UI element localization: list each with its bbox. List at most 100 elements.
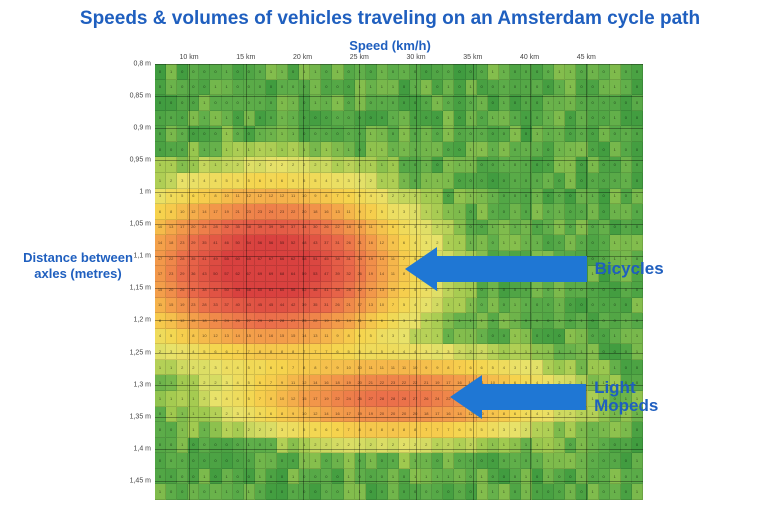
heatmap-cell: 1 [510, 329, 521, 345]
heatmap-cell: 0 [432, 484, 443, 500]
heatmap-cell: 0 [210, 469, 221, 485]
heatmap-cell: 1 [488, 298, 499, 314]
heatmap-cell: 6 [255, 173, 266, 189]
heatmap-cell: 0 [399, 80, 410, 96]
gridline-v [359, 64, 360, 500]
heatmap-cell: 8 [299, 360, 310, 376]
heatmap-cell: 0 [599, 484, 610, 500]
heatmap-cell: 0 [366, 95, 377, 111]
heatmap-cell: 2 [366, 173, 377, 189]
heatmap-cell: 1 [366, 453, 377, 469]
heatmap-cell: 1 [466, 111, 477, 127]
heatmap-cell: 0 [299, 484, 310, 500]
heatmap-cell: 67 [255, 251, 266, 267]
heatmap-cell: 4 [155, 329, 166, 345]
heatmap-cell: 1 [454, 438, 465, 454]
heatmap-cell: 11 [288, 189, 299, 205]
heatmap-cell: 5 [366, 329, 377, 345]
heatmap-cell: 1 [554, 422, 565, 438]
heatmap-cell: 0 [421, 64, 432, 80]
heatmap-cell: 0 [366, 469, 377, 485]
heatmap-cell: 0 [565, 204, 576, 220]
heatmap-cell: 1 [532, 422, 543, 438]
heatmap-cell: 24 [432, 391, 443, 407]
gridline-h [155, 160, 643, 161]
heatmap-cell: 23 [388, 375, 399, 391]
heatmap-cell: 0 [499, 298, 510, 314]
heatmap-cell: 1 [632, 329, 643, 345]
heatmap-cell: 3 [332, 173, 343, 189]
heatmap-cell: 1 [222, 142, 233, 158]
heatmap-cell: 2 [177, 360, 188, 376]
heatmap-cell: 0 [255, 484, 266, 500]
heatmap-cell: 22 [288, 204, 299, 220]
heatmap-cell: 1 [477, 329, 488, 345]
heatmap-cell: 6 [155, 204, 166, 220]
heatmap-cell: 1 [421, 469, 432, 485]
gridline-h [155, 320, 643, 321]
heatmap-cell: 0 [432, 111, 443, 127]
heatmap-cell: 16 [255, 329, 266, 345]
heatmap-cell: 0 [532, 298, 543, 314]
heatmap-cell: 1 [510, 453, 521, 469]
heatmap-cell: 0 [632, 173, 643, 189]
heatmap-cell: 0 [554, 484, 565, 500]
heatmap-cell: 2 [255, 422, 266, 438]
heatmap-cell: 1 [266, 438, 277, 454]
heatmap-cell: 0 [510, 469, 521, 485]
heatmap-cell: 8 [277, 407, 288, 423]
heatmap-cell: 0 [299, 111, 310, 127]
heatmap-cell: 0 [266, 469, 277, 485]
heatmap-cell: 0 [310, 111, 321, 127]
heatmap-cell: 47 [321, 266, 332, 282]
heatmap-cell: 0 [299, 469, 310, 485]
heatmap-cell: 50 [210, 266, 221, 282]
heatmap-cell: 0 [321, 64, 332, 80]
heatmap-cell: 1 [543, 422, 554, 438]
heatmap-cell: 13 [366, 298, 377, 314]
heatmap-cell: 0 [565, 111, 576, 127]
heatmap-cell: 1 [543, 453, 554, 469]
heatmap-cell: 0 [210, 95, 221, 111]
heatmap-cell: 0 [399, 484, 410, 500]
heatmap-cell: 37 [288, 220, 299, 236]
x-tick: 45 km [577, 54, 596, 61]
heatmap-cell: 14 [233, 329, 244, 345]
heatmap-cell: 1 [377, 64, 388, 80]
heatmap-cell: 1 [299, 142, 310, 158]
heatmap-cell: 20 [299, 204, 310, 220]
heatmap-cell: 14 [310, 375, 321, 391]
heatmap-cell: 0 [443, 142, 454, 158]
heatmap-cell: 2 [443, 220, 454, 236]
gridline-h [155, 192, 643, 193]
heatmap-cell: 1 [399, 142, 410, 158]
heatmap-cell: 1 [621, 80, 632, 96]
heatmap-cell: 2 [432, 298, 443, 314]
heatmap-cell: 1 [210, 142, 221, 158]
heatmap-cell: 2 [344, 438, 355, 454]
heatmap-cell: 0 [588, 469, 599, 485]
heatmap-cell: 1 [466, 142, 477, 158]
heatmap-cell: 1 [199, 111, 210, 127]
heatmap-cell: 11 [344, 204, 355, 220]
heatmap-cell: 11 [377, 360, 388, 376]
heatmap-cell: 4 [377, 329, 388, 345]
heatmap-cell: 0 [233, 80, 244, 96]
heatmap-cell: 1 [632, 189, 643, 205]
heatmap-cell: 1 [554, 204, 565, 220]
heatmap-cell: 0 [233, 438, 244, 454]
heatmap-cell: 1 [299, 453, 310, 469]
heatmap-cell: 1 [488, 438, 499, 454]
heatmap-cell: 1 [421, 80, 432, 96]
heatmap-cell: 1 [344, 453, 355, 469]
heatmap-cell: 8 [266, 391, 277, 407]
heatmap-cell: 1 [399, 173, 410, 189]
heatmap-cell: 23 [255, 204, 266, 220]
heatmap-cell: 0 [332, 111, 343, 127]
gridline-v [246, 64, 247, 500]
heatmap-cell: 1 [610, 360, 621, 376]
heatmap-cell: 0 [321, 80, 332, 96]
heatmap-cell: 48 [299, 235, 310, 251]
heatmap-cell: 0 [543, 298, 554, 314]
heatmap-cell: 0 [155, 64, 166, 80]
